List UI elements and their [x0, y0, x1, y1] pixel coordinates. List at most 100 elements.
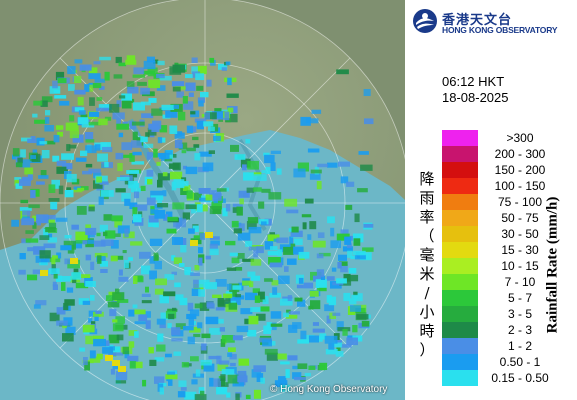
rain-echo-cell — [183, 326, 194, 331]
rain-echo-cell — [100, 261, 108, 267]
rain-echo-cell — [338, 254, 347, 261]
legend-item: 0.50 - 1 — [442, 354, 572, 370]
rain-echo-cell — [191, 209, 197, 214]
rain-echo-cell — [116, 177, 130, 181]
rain-echo-cell — [66, 173, 77, 183]
rain-echo-cell — [239, 198, 244, 205]
rain-echo-cell — [168, 377, 173, 386]
rain-echo-cell — [201, 114, 206, 118]
rain-echo-cell — [133, 275, 138, 284]
rain-echo-cell — [317, 232, 325, 238]
rain-echo-cell — [190, 272, 200, 276]
rain-echo-cell — [280, 298, 293, 306]
rain-echo-cell — [245, 139, 251, 144]
rain-echo-cell — [336, 233, 350, 241]
rain-echo-cell — [56, 160, 67, 166]
rain-echo-cell — [188, 228, 195, 234]
rain-echo-cell — [217, 363, 229, 371]
rain-echo-cell — [40, 258, 48, 265]
rain-echo-cell — [94, 313, 99, 321]
rain-echo-cell — [349, 298, 357, 305]
rain-echo-cell — [260, 306, 270, 312]
rain-echo-cell — [64, 235, 72, 239]
rain-echo-cell — [273, 238, 279, 242]
rain-echo-cell — [89, 67, 98, 74]
rain-echo-cell — [85, 163, 93, 168]
rain-echo-cell — [115, 56, 122, 64]
rain-echo-cell — [312, 240, 326, 248]
rain-echo-cell — [25, 238, 39, 243]
rain-echo-cell — [209, 248, 219, 256]
rain-echo-cell — [237, 375, 248, 383]
rain-echo-cell-heavy — [40, 270, 48, 276]
rain-echo-cell — [187, 302, 194, 311]
rain-echo-cell — [77, 96, 84, 106]
rain-echo-cell — [325, 349, 338, 355]
rain-echo-cell — [28, 204, 40, 209]
rain-echo-cell — [292, 322, 302, 329]
rain-echo-cell — [141, 300, 152, 304]
rain-echo-cell — [328, 296, 337, 306]
rain-echo-cell — [44, 125, 54, 132]
rain-echo-cell — [184, 267, 191, 274]
rain-echo-cell — [161, 104, 175, 110]
rain-echo-cell — [345, 204, 353, 210]
rain-echo-cell — [133, 67, 145, 75]
rain-echo-cell — [17, 157, 23, 164]
rain-echo-cell — [121, 142, 133, 151]
rain-echo-cell — [225, 203, 231, 212]
rain-echo-cell — [156, 318, 166, 325]
legend-swatch — [442, 290, 478, 306]
rain-echo-cell — [135, 276, 144, 283]
rain-echo-cell — [309, 221, 317, 230]
rain-echo-cell-heavy — [105, 355, 113, 361]
rain-echo-cell — [294, 297, 303, 302]
rain-echo-cell — [116, 299, 129, 303]
rain-echo-cell — [115, 380, 127, 384]
rain-echo-cell — [47, 237, 58, 243]
rain-echo-cell — [82, 324, 95, 333]
rain-echo-cell — [249, 281, 254, 288]
rain-echo-cell — [33, 100, 43, 106]
rain-echo-cell — [205, 194, 213, 201]
rain-echo-cell — [215, 279, 227, 287]
rain-echo-cell — [293, 246, 304, 255]
rain-echo-cell — [145, 132, 150, 138]
rain-echo-cell — [219, 327, 225, 332]
rain-echo-cell — [336, 69, 349, 75]
rain-echo-cell — [117, 163, 123, 172]
rain-echo-cell — [287, 258, 297, 265]
rain-echo-cell — [189, 309, 200, 317]
rain-echo-cell — [84, 361, 90, 371]
rain-echo-cell — [312, 328, 325, 333]
rain-echo-cell — [146, 197, 156, 206]
rain-echo-cell — [73, 241, 83, 249]
rain-echo-cell — [99, 56, 111, 61]
rain-echo-cell — [119, 95, 126, 99]
rain-echo-cell — [57, 131, 63, 137]
rain-echo-cell — [316, 269, 325, 278]
rain-echo-cell — [225, 240, 236, 246]
rain-echo-cell — [63, 317, 73, 326]
rain-echo-cell — [201, 343, 207, 351]
rain-echo-cell — [94, 240, 106, 247]
rain-echo-cell — [165, 110, 178, 118]
rain-echo-cell — [238, 358, 250, 366]
rain-echo-cell — [74, 59, 83, 64]
rain-echo-cell — [261, 188, 271, 193]
rain-echo-cell — [88, 111, 100, 117]
rain-echo-cell — [146, 169, 154, 177]
rainfall-legend: >300 200 - 300 150 - 200 100 - 150 75 - 100 5… — [442, 130, 572, 386]
rain-echo-cell — [194, 265, 200, 271]
rain-echo-cell — [348, 268, 357, 274]
rain-echo-cell — [360, 164, 373, 171]
rain-echo-cell — [102, 347, 114, 354]
rain-echo-cell — [72, 134, 84, 143]
rain-echo-cell — [45, 110, 51, 116]
rain-echo-cell — [346, 243, 352, 248]
rain-echo-cell — [177, 391, 186, 398]
rain-echo-cell — [248, 315, 259, 325]
legend-title-char: 時 — [419, 322, 435, 340]
rain-echo-cell — [248, 226, 262, 234]
rain-echo-cell — [143, 60, 156, 70]
